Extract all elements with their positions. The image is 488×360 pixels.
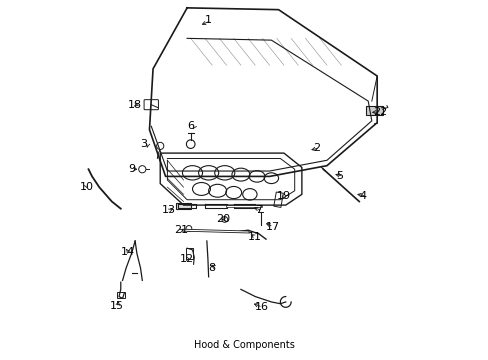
Text: 19: 19: [276, 191, 290, 201]
Text: 9: 9: [128, 164, 135, 174]
Text: 11: 11: [247, 232, 262, 242]
Text: 3: 3: [140, 139, 147, 149]
Text: 7: 7: [255, 206, 262, 216]
Text: 22: 22: [373, 107, 387, 117]
Text: 12: 12: [180, 254, 194, 264]
Text: 5: 5: [335, 171, 342, 181]
Text: 1: 1: [204, 15, 212, 26]
Text: 4: 4: [359, 191, 366, 201]
Text: 18: 18: [128, 100, 142, 110]
Text: 14: 14: [121, 247, 135, 257]
Text: 2: 2: [312, 143, 319, 153]
Text: 17: 17: [265, 222, 280, 231]
Bar: [186, 248, 192, 259]
Bar: [176, 203, 190, 210]
Text: 13: 13: [162, 206, 176, 216]
Text: 15: 15: [110, 301, 124, 311]
Bar: [273, 192, 283, 207]
Bar: [366, 107, 382, 116]
Text: 10: 10: [80, 182, 93, 192]
Text: 8: 8: [208, 263, 215, 273]
Text: Hood & Components: Hood & Components: [194, 340, 294, 350]
Text: 20: 20: [215, 215, 229, 224]
Text: 6: 6: [187, 121, 194, 131]
Text: 21: 21: [174, 225, 188, 235]
Text: 16: 16: [255, 302, 269, 312]
Bar: [117, 292, 125, 298]
